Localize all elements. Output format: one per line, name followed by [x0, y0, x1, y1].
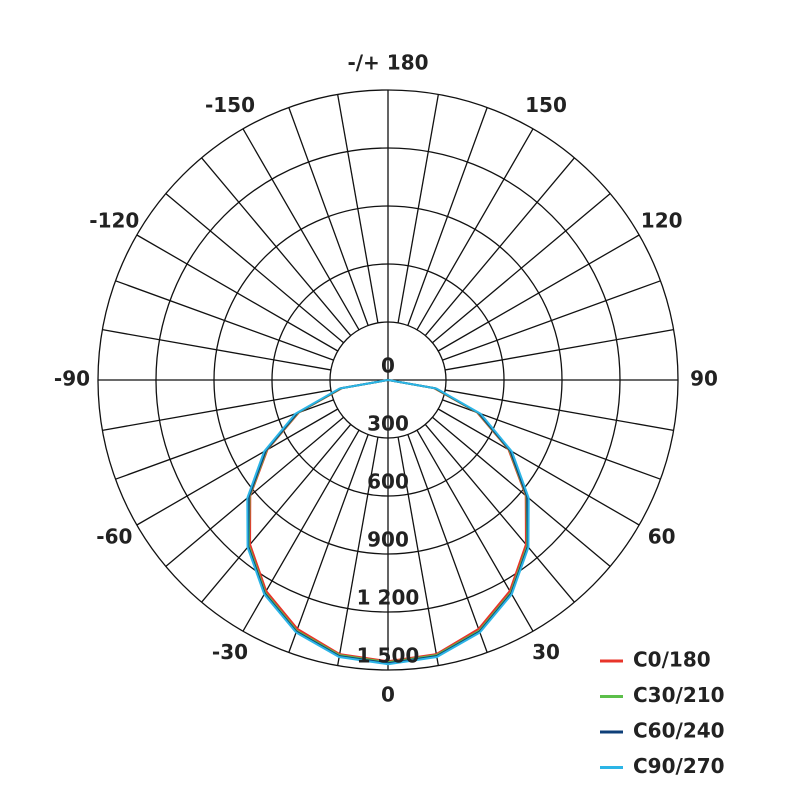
grid-spoke	[242, 429, 360, 632]
grid-spoke	[407, 434, 488, 653]
r-tick-label: 1 500	[357, 644, 420, 668]
theta-tick-label: -/+ 180	[347, 51, 428, 75]
grid-spoke	[432, 193, 611, 344]
grid-spoke	[201, 157, 352, 336]
grid-spoke	[201, 424, 352, 603]
series-line	[246, 379, 530, 666]
grid-spoke	[437, 408, 640, 526]
grid-spoke	[416, 429, 534, 632]
legend-label: C90/270	[633, 754, 725, 778]
legend-label: C30/210	[633, 683, 725, 707]
grid-spoke	[397, 94, 439, 323]
grid-spoke	[437, 234, 640, 352]
grid-spoke	[407, 107, 488, 326]
grid-spoke	[115, 280, 334, 361]
r-tick-label: 0	[381, 354, 395, 378]
legend-label: C60/240	[633, 719, 725, 743]
grid-spoke	[102, 389, 331, 431]
legend-label: C0/180	[633, 648, 711, 672]
grid-spoke	[165, 193, 344, 344]
theta-tick-label: 30	[532, 640, 560, 664]
r-tick-label: 300	[367, 412, 409, 436]
grid-spoke	[136, 408, 339, 526]
grid-spoke	[424, 424, 575, 603]
grid-spoke	[445, 329, 674, 371]
grid-spoke	[102, 329, 331, 371]
grid-spoke	[397, 437, 439, 666]
r-tick-label: 1 200	[357, 586, 420, 610]
grid-spoke	[337, 94, 379, 323]
grid-spoke	[136, 234, 339, 352]
grid-spoke	[416, 128, 534, 331]
theta-tick-label: -150	[205, 93, 255, 117]
theta-tick-label: 60	[648, 525, 676, 549]
grid-spoke	[288, 107, 369, 326]
theta-tick-label: -30	[212, 640, 248, 664]
r-tick-label: 600	[367, 470, 409, 494]
grid-spoke	[165, 416, 344, 567]
theta-tick-label: 90	[690, 367, 718, 391]
grid-spoke	[242, 128, 360, 331]
theta-tick-label: -60	[96, 525, 132, 549]
grid-spoke	[424, 157, 575, 336]
theta-tick-label: 120	[641, 209, 683, 233]
grid-spoke	[288, 434, 369, 653]
grid-spoke	[445, 389, 674, 431]
r-tick-label: 900	[367, 528, 409, 552]
grid-spoke	[442, 280, 661, 361]
grid-spoke	[337, 437, 379, 666]
theta-tick-label: 150	[525, 93, 567, 117]
theta-tick-label: -90	[54, 367, 90, 391]
theta-tick-label: -120	[89, 209, 139, 233]
grid-spoke	[432, 416, 611, 567]
theta-tick-label: 0	[381, 683, 395, 707]
